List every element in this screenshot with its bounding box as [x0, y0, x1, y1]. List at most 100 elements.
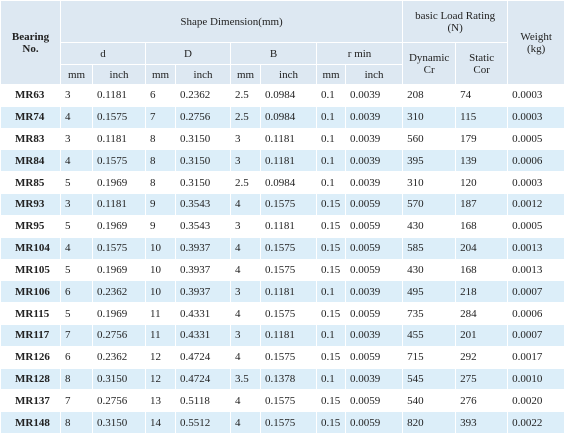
table-cell: 3: [230, 280, 261, 304]
table-cell: 0.5118: [175, 389, 231, 413]
bearing-number: MR117: [0, 323, 61, 347]
table-cell: 5: [60, 171, 93, 195]
table-cell: 3: [60, 127, 93, 151]
table-cell: 0.1575: [92, 149, 146, 173]
table-cell: 0.0039: [344, 280, 404, 304]
table-row: MR63 3 0.1181 6 0.2362 2.5 0.0984 0.1 0.0039 208 7…: [0, 84, 564, 107]
table-row: MR93 3 0.1181 9 0.3543 4 0.1575 0.15 0.0059 570 18…: [0, 193, 564, 216]
table-cell: 8: [60, 367, 93, 391]
header-text: Dynamic: [408, 51, 450, 64]
table-cell: 208: [402, 84, 457, 107]
table-cell: 0.0039: [344, 323, 404, 347]
table-cell: 0.0006: [507, 149, 564, 173]
table-cell: 0.1181: [92, 127, 146, 151]
table-cell: 218: [455, 280, 509, 304]
table-cell: 8: [60, 411, 93, 434]
unit-header: mm: [60, 64, 93, 85]
table-cell: 3: [230, 214, 261, 238]
table-cell: 0.0039: [344, 171, 404, 195]
table-cell: 9: [145, 214, 176, 238]
table-cell: 0.1181: [92, 193, 146, 216]
table-row: MR85 5 0.1969 8 0.3150 2.5 0.0984 0.1 0.0039 310 1…: [0, 171, 564, 195]
bearing-number: MR84: [0, 149, 61, 173]
rating-header: basic Load Rating (N): [402, 0, 509, 43]
table-cell: 0.2756: [175, 105, 231, 129]
table-cell: 0.0007: [507, 323, 564, 347]
table-cell: 715: [402, 345, 457, 369]
table-cell: 0.1575: [260, 193, 317, 216]
unit-header: inch: [260, 64, 317, 85]
table-cell: 0.3150: [92, 367, 146, 391]
table-cell: 0.0039: [344, 127, 404, 151]
unit-header: mm: [230, 64, 261, 85]
table-cell: 3: [230, 127, 261, 151]
table-cell: 495: [402, 280, 457, 304]
table-cell: 201: [455, 323, 509, 347]
table-cell: 11: [145, 323, 176, 347]
table-row: MR117 7 0.2756 11 0.4331 3 0.1181 0.1 0.0039 455 2…: [0, 323, 564, 347]
table-cell: 0.1575: [260, 236, 317, 260]
dimension-header: d: [60, 42, 146, 65]
dynamic-header: Dynamic Cr: [402, 42, 457, 85]
bearing-number: MR105: [0, 258, 61, 282]
table-cell: 0.4724: [175, 345, 231, 369]
table-header: Bearing No. Shape Dimension(mm) basic Loa…: [0, 0, 564, 85]
table-cell: 393: [455, 411, 509, 434]
table-cell: 0.1575: [92, 236, 146, 260]
table-row: MR126 6 0.2362 12 0.4724 4 0.1575 0.15 0.0059 715…: [0, 345, 564, 369]
table-cell: 0.0017: [507, 345, 564, 369]
table-cell: 0.0059: [344, 389, 404, 413]
table-cell: 0.4724: [175, 367, 231, 391]
table-cell: 6: [145, 84, 176, 107]
table-cell: 0.15: [316, 302, 346, 325]
table-cell: 0.2756: [92, 323, 146, 347]
table-cell: 9: [145, 193, 176, 216]
table-cell: 585: [402, 236, 457, 260]
static-header: Static Cor: [455, 42, 509, 85]
table-cell: 4: [60, 149, 93, 173]
table-cell: 0.1: [316, 171, 346, 195]
table-cell: 0.1969: [92, 171, 146, 195]
table-cell: 570: [402, 193, 457, 216]
table-cell: 13: [145, 389, 176, 413]
header-text: basic Load Rating: [415, 9, 496, 22]
table-cell: 0.15: [316, 258, 346, 282]
table-cell: 0.0984: [260, 84, 317, 107]
table-cell: 0.0059: [344, 236, 404, 260]
table-cell: 10: [145, 258, 176, 282]
table-cell: 0.3150: [92, 411, 146, 434]
table-cell: 0.1181: [260, 280, 317, 304]
table-cell: 0.1: [316, 323, 346, 347]
bearing-number: MR104: [0, 236, 61, 260]
table-cell: 0.0984: [260, 171, 317, 195]
table-cell: 139: [455, 149, 509, 173]
table-cell: 0.1575: [260, 411, 317, 434]
bearing-number: MR115: [0, 302, 61, 325]
table-cell: 7: [145, 105, 176, 129]
table-cell: 0.1575: [92, 105, 146, 129]
table-cell: 0.1181: [260, 127, 317, 151]
unit-header: mm: [145, 64, 176, 85]
bearing-number: MR74: [0, 105, 61, 129]
bearing-number: MR128: [0, 367, 61, 391]
table-cell: 0.3543: [175, 214, 231, 238]
table-cell: 4: [60, 105, 93, 129]
table-cell: 5: [60, 258, 93, 282]
table-cell: 2.5: [230, 105, 261, 129]
unit-header: inch: [175, 64, 231, 85]
table-cell: 7: [60, 389, 93, 413]
table-cell: 0.2362: [175, 84, 231, 107]
table-cell: 4: [230, 302, 261, 325]
table-cell: 0.15: [316, 214, 346, 238]
table-cell: 0.3937: [175, 280, 231, 304]
table-cell: 8: [145, 127, 176, 151]
table-cell: 3: [60, 84, 93, 107]
table-cell: 0.15: [316, 236, 346, 260]
table-cell: 0.0005: [507, 127, 564, 151]
table-cell: 0.0059: [344, 214, 404, 238]
table-cell: 0.0039: [344, 367, 404, 391]
table-cell: 4: [230, 411, 261, 434]
table-cell: 0.15: [316, 389, 346, 413]
table-cell: 3: [60, 193, 93, 216]
bearing-number: MR93: [0, 193, 61, 216]
